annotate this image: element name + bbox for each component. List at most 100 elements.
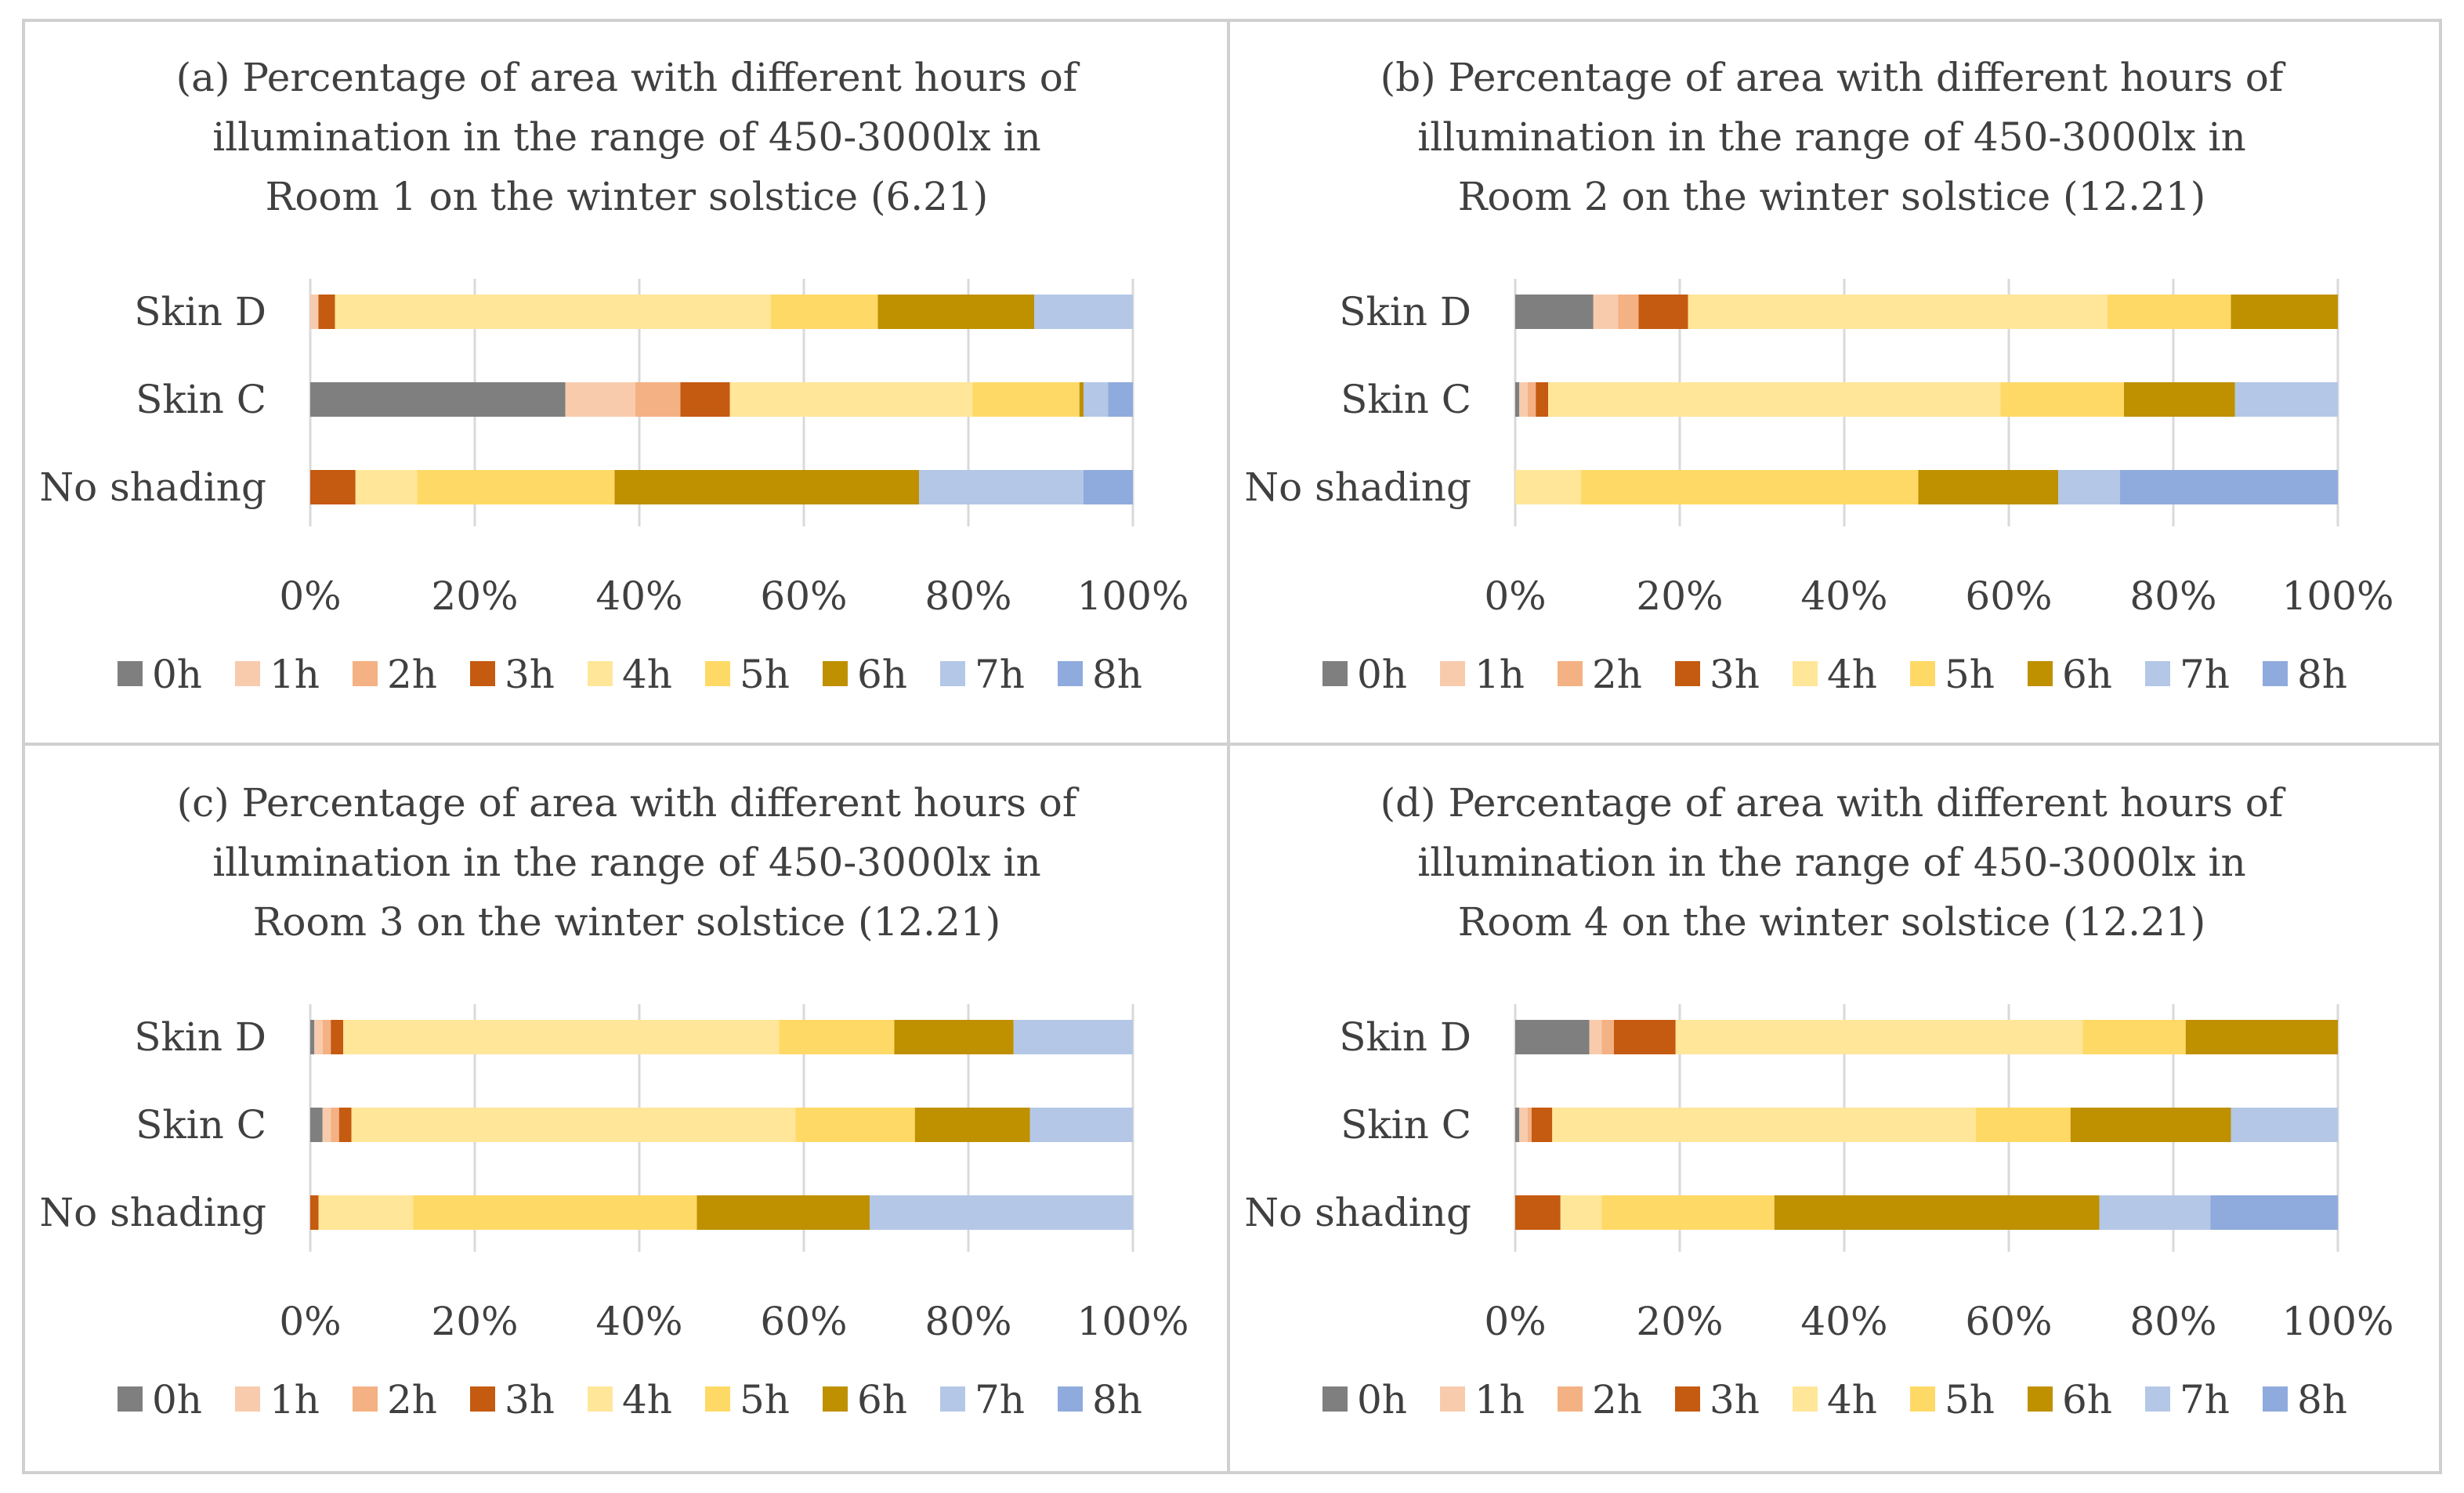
x-tick-label: 20%: [431, 1299, 518, 1344]
bar-no-shading-8h: [2210, 1195, 2338, 1230]
legend-swatch-2h: [1558, 1386, 1583, 1412]
legend-swatch-1h: [1440, 661, 1465, 686]
x-tick-label: 80%: [924, 573, 1011, 619]
legend-label: 0h: [152, 652, 202, 697]
bar-no-shading-7h: [870, 1195, 1133, 1230]
category-label: Skin D: [134, 289, 266, 334]
bar-skin-d-7h: [1034, 295, 1133, 329]
legend-swatch-3h: [1675, 661, 1700, 686]
bar-skin-c-6h: [914, 1108, 1030, 1142]
chart-title-line: (c) Percentage of area with different ho…: [177, 780, 1080, 826]
legend-label: 8h: [2297, 1377, 2347, 1423]
bar-skin-d-2h: [322, 1020, 331, 1054]
bar-skin-d-5h: [771, 295, 878, 329]
legend-swatch-7h: [940, 661, 965, 686]
category-label: Skin D: [1339, 1014, 1471, 1060]
bar-skin-c-7h: [2234, 382, 2338, 417]
figure-border: [22, 19, 2442, 1474]
chart-title-line: (a) Percentage of area with different ho…: [176, 55, 1080, 100]
bar-no-shading-7h: [2058, 470, 2120, 504]
x-tick-label: 100%: [1077, 573, 1189, 619]
bar-skin-d-0h: [1515, 1020, 1590, 1054]
bar-skin-c-7h: [1029, 1108, 1133, 1142]
legend-label: 4h: [1827, 652, 1877, 697]
legend-label: 3h: [1710, 1377, 1760, 1423]
legend-swatch-5h: [705, 661, 730, 686]
x-tick-label: 0%: [1484, 573, 1546, 619]
bar-skin-d-4h: [1675, 1020, 2083, 1054]
bar-skin-d-5h: [2108, 295, 2231, 329]
bar-skin-d-4h: [335, 295, 771, 329]
legend-swatch-6h: [2028, 1386, 2053, 1412]
legend-label: 0h: [152, 1377, 202, 1423]
legend-swatch-3h: [470, 661, 495, 686]
legend-label: 3h: [505, 652, 555, 697]
x-tick-label: 20%: [1636, 1299, 1723, 1344]
bar-skin-d-1h: [1589, 1020, 1602, 1054]
bar-skin-c-1h: [322, 1108, 331, 1142]
bar-skin-c-3h: [338, 1108, 352, 1142]
bar-skin-c-2h: [331, 1108, 339, 1142]
bar-no-shading-8h: [1084, 470, 1133, 504]
bar-no-shading-4h: [318, 1195, 414, 1230]
category-label: Skin C: [136, 377, 266, 422]
x-tick-label: 40%: [595, 1299, 682, 1344]
legend-label: 3h: [505, 1377, 555, 1423]
x-tick-label: 100%: [2282, 1299, 2394, 1344]
bar-skin-c-0h: [1515, 382, 1520, 417]
bar-skin-d-1h: [314, 1020, 323, 1054]
bar-skin-d-4h: [1688, 295, 2108, 329]
bar-skin-c-4h: [351, 1108, 796, 1142]
bar-skin-c-1h: [1519, 1108, 1528, 1142]
bar-skin-c-5h: [795, 1108, 915, 1142]
bar-skin-c-0h: [310, 1108, 323, 1142]
bar-no-shading-4h: [355, 470, 418, 504]
x-tick-label: 20%: [431, 573, 518, 619]
x-tick-label: 80%: [2129, 573, 2216, 619]
chart-panel-1: (a) Percentage of area with different ho…: [39, 55, 1189, 697]
bar-skin-c-8h: [1108, 382, 1133, 417]
legend-label: 7h: [975, 1377, 1025, 1423]
chart-title-line: illumination in the range of 450-3000lx …: [212, 840, 1041, 885]
x-tick-label: 100%: [1077, 1299, 1189, 1344]
bar-no-shading-4h: [1560, 1195, 1602, 1230]
bar-no-shading-3h: [310, 470, 356, 504]
legend-swatch-5h: [1910, 1386, 1935, 1412]
bar-skin-c-2h: [1527, 1108, 1532, 1142]
x-tick-label: 60%: [760, 573, 847, 619]
legend-swatch-0h: [1322, 661, 1348, 686]
x-tick-label: 0%: [279, 1299, 341, 1344]
legend-swatch-6h: [823, 661, 848, 686]
bar-skin-c-5h: [972, 382, 1080, 417]
legend-label: 6h: [857, 1377, 907, 1423]
legend-swatch-7h: [2145, 1386, 2170, 1412]
category-label: No shading: [1244, 465, 1471, 510]
legend-label: 5h: [740, 652, 790, 697]
legend-label: 3h: [1710, 652, 1760, 697]
chart-title-line: (b) Percentage of area with different ho…: [1380, 55, 2286, 100]
legend-swatch-4h: [588, 1386, 613, 1412]
chart-title-line: Room 1 on the winter solstice (6.21): [266, 174, 989, 219]
bar-skin-d-6h: [2185, 1020, 2338, 1054]
category-label: Skin C: [136, 1102, 266, 1148]
x-tick-label: 60%: [1965, 573, 2052, 619]
bar-no-shading-3h: [1515, 1195, 1561, 1230]
legend-label: 4h: [1827, 1377, 1877, 1423]
legend-label: 5h: [740, 1377, 790, 1423]
bar-skin-c-4h: [1548, 382, 2001, 417]
x-tick-label: 40%: [1800, 573, 1887, 619]
bar-skin-c-4h: [729, 382, 973, 417]
legend-label: 1h: [270, 652, 320, 697]
bar-skin-c-3h: [1532, 1108, 1553, 1142]
bar-skin-c-0h: [310, 382, 566, 417]
bar-skin-d-6h: [2231, 295, 2338, 329]
legend-swatch-8h: [2263, 661, 2288, 686]
legend-swatch-6h: [823, 1386, 848, 1412]
legend-label: 1h: [270, 1377, 320, 1423]
bar-skin-d-7h: [1013, 1020, 1133, 1054]
bar-skin-d-6h: [877, 295, 1034, 329]
x-tick-label: 100%: [2282, 573, 2394, 619]
bar-skin-c-5h: [2000, 382, 2124, 417]
bar-no-shading-8h: [2119, 470, 2338, 504]
